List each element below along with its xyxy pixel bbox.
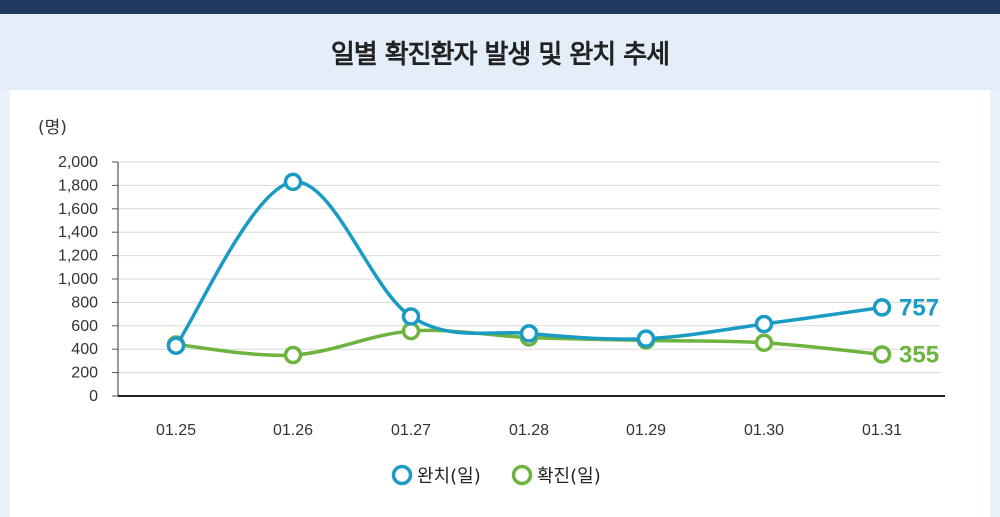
data-point-recovered [519,324,539,343]
data-point-confirmed [401,321,421,341]
y-tick-label: 1,800 [58,177,98,194]
y-tick-label: 1,400 [58,224,98,241]
y-axis-unit-label: (명) [38,118,67,138]
x-tick-label: 01.25 [156,422,196,439]
end-value-label-recovered: 757 [899,294,939,321]
y-tick-label: 0 [89,388,98,405]
legend-recovered-label: 완치(일) [417,466,481,487]
top-accent-bar [0,0,1000,14]
data-point-confirmed [283,345,303,365]
legend-confirmed-label: 확진(일) [537,466,601,487]
y-tick-label: 1,000 [58,271,98,288]
x-tick-label: 01.31 [862,422,902,439]
chart-panel [10,90,990,517]
data-point-recovered [754,314,774,334]
chart-title: 일별 확진환자 발생 및 완치 추세 [330,39,670,70]
y-tick-label: 400 [71,341,98,358]
y-tick-label: 600 [71,318,98,335]
y-tick-label: 1,200 [58,248,98,265]
data-point-recovered [872,298,892,317]
y-tick-label: 2,000 [58,154,98,171]
data-point-recovered [636,329,656,348]
x-tick-label: 01.28 [509,422,549,439]
data-point-recovered [283,172,303,192]
series-line-recovered [174,180,883,347]
y-tick-label: 800 [71,294,98,311]
x-tick-label: 01.26 [273,422,313,439]
data-point-confirmed [872,345,892,364]
x-tick-label: 01.30 [744,422,784,439]
data-point-recovered [166,336,186,355]
data-point-recovered [401,307,421,326]
chart-header: 일별 확진환자 발생 및 완치 추세 [0,14,1000,90]
x-tick-label: 01.29 [626,422,666,439]
legend-confirmed-marker [511,464,533,486]
y-tick-label: 1,600 [58,201,98,218]
legend-recovered-marker [391,464,413,486]
y-tick-label: 200 [71,365,98,382]
end-value-label-confirmed: 355 [899,341,939,368]
data-point-confirmed [754,333,774,353]
x-tick-label: 01.27 [391,422,431,439]
